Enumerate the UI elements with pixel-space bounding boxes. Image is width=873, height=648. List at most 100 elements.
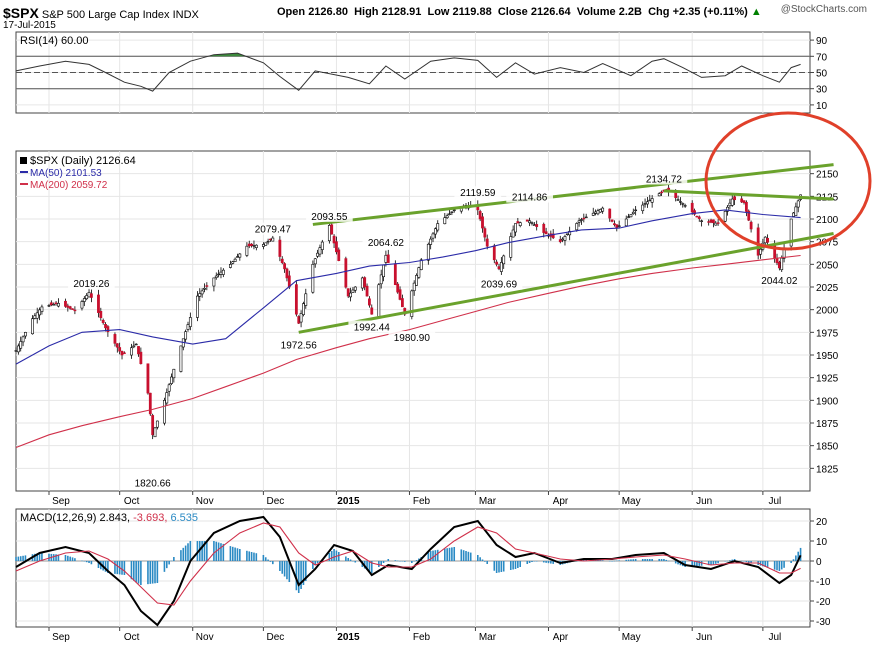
chg-value: +2.35 (+0.11%) — [672, 6, 748, 18]
candle-down — [64, 300, 67, 307]
macd-x-tick-label: Feb — [413, 632, 431, 643]
macd-histogram-bar — [613, 560, 616, 562]
candle-down — [139, 351, 143, 365]
macd-histogram-bar — [411, 561, 413, 563]
macd-histogram-bar — [368, 561, 371, 572]
macd-x-tick-label: Sep — [52, 632, 70, 643]
macd-histogram-bar — [693, 561, 696, 567]
macd-histogram-bar — [799, 547, 802, 561]
candle-down — [146, 363, 150, 394]
candle-up — [563, 236, 567, 241]
candle-down — [106, 326, 110, 332]
macd-histogram-bar — [281, 561, 284, 574]
macd-histogram-bar — [168, 561, 170, 565]
price-annotation-bg — [68, 277, 115, 290]
macd-histogram-bar — [707, 561, 710, 566]
macd-y-tick-label: 10 — [816, 537, 828, 548]
volume-value: 2.2B — [618, 6, 642, 18]
candle-up — [302, 303, 305, 315]
price-annotation-bg — [756, 273, 803, 286]
candle-up — [19, 341, 23, 349]
price-x-tick-label: Nov — [196, 496, 214, 507]
macd-histogram-bar — [743, 561, 745, 562]
candle-up — [382, 264, 385, 278]
candle-up — [379, 274, 383, 285]
price-y-tick-label: 1950 — [816, 351, 839, 362]
candle-down — [335, 241, 338, 253]
macd-histogram-bar — [394, 560, 397, 561]
macd-histogram-bar — [429, 551, 432, 561]
volume-label: Volume — [576, 6, 616, 18]
macd-histogram-bar — [616, 560, 618, 562]
candle-down — [615, 224, 619, 229]
macd-histogram-bar — [213, 541, 215, 561]
macd-histogram-bar — [352, 561, 354, 562]
candle-up — [40, 306, 44, 312]
candle-down — [386, 254, 390, 263]
macd-x-tick-label: Oct — [124, 632, 140, 643]
candle-up — [299, 313, 303, 323]
macd-histogram-bar — [401, 561, 404, 562]
macd-histogram-bar — [731, 559, 734, 561]
macd-histogram-bar — [196, 541, 199, 561]
macd-x-tick-label: Mar — [479, 632, 497, 643]
macd-histogram-bar — [64, 555, 67, 561]
price-annotation: 1980.90 — [394, 333, 431, 344]
macd-y-tick-label: -10 — [816, 577, 831, 588]
candle-up — [134, 343, 138, 346]
macd-histogram-bar — [116, 561, 119, 575]
macd-histogram-bar — [764, 561, 767, 567]
candle-down — [104, 323, 107, 329]
candle-up — [179, 345, 183, 372]
macd-histogram-bar — [253, 552, 255, 561]
price-x-tick-label: Dec — [266, 496, 284, 507]
candle-up — [377, 284, 381, 317]
candle-down — [707, 221, 711, 223]
macd-histogram-bar — [759, 561, 762, 566]
candle-up — [198, 293, 202, 297]
macd-histogram-bar — [300, 561, 302, 589]
macd-histogram-bar — [726, 560, 729, 562]
candle-down — [610, 219, 614, 222]
macd-histogram-bar — [432, 550, 434, 561]
macd-histogram-bar — [778, 561, 781, 571]
macd-histogram-bar — [403, 561, 406, 562]
macd-histogram-bar — [660, 559, 663, 561]
macd-histogram-bar — [38, 553, 41, 561]
macd-histogram-bar — [415, 560, 418, 561]
macd-histogram-bar — [302, 561, 305, 585]
macd-histogram-bar — [531, 561, 533, 562]
macd-histogram-bar — [269, 561, 272, 562]
macd-histogram-bar — [283, 561, 286, 577]
candle-up — [231, 261, 235, 264]
macd-histogram-bar — [533, 561, 536, 562]
macd-histogram-bar — [385, 561, 387, 562]
price-annotation-bg — [249, 222, 297, 235]
candle-up — [580, 219, 583, 221]
candle-down — [330, 224, 334, 235]
macd-histogram-bar — [203, 541, 206, 561]
macd-histogram-bar — [328, 553, 331, 561]
macd-label-value: -3.693, — [133, 512, 170, 524]
price-annotation-bg — [275, 338, 323, 351]
macd-label-value: 2.843, — [99, 512, 133, 524]
macd-histogram-bar — [677, 561, 679, 565]
macd-histogram-bar — [667, 560, 670, 562]
candle-up — [217, 273, 221, 276]
macd-histogram-bar — [608, 560, 611, 562]
macd-histogram-bar — [780, 561, 783, 570]
candle-up — [723, 210, 727, 222]
macd-histogram-bar — [17, 556, 20, 561]
candle-down — [749, 221, 753, 230]
macd-histogram-bar — [366, 561, 368, 570]
chart-title: $SPX S&P 500 Large Cap Index INDX — [3, 5, 199, 21]
macd-histogram-bar — [762, 561, 764, 567]
candle-down — [525, 219, 529, 222]
price-x-tick-label: Sep — [52, 496, 70, 507]
rsi-panel: 10 30 50 70 90 RSI(14) 60.00 — [15, 31, 828, 114]
candle-up — [679, 201, 682, 203]
candle-up — [629, 214, 633, 218]
candle-down — [551, 233, 555, 239]
macd-histogram-bar — [163, 561, 166, 572]
signal-line — [15, 522, 801, 606]
